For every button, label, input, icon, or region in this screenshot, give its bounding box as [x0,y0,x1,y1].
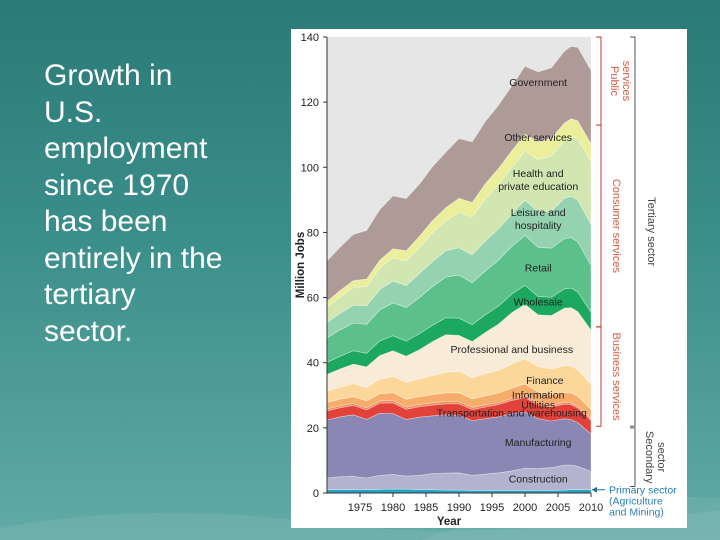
series-label-leisure-and: Leisure and [511,207,566,219]
series-label-construction: Construction [509,474,568,486]
series-label-other-services: Other services [504,132,572,144]
secondary-sector-label: sector [655,442,667,472]
x-axis-title: Year [437,516,462,528]
x-tick-label: 1985 [414,502,438,514]
y-axis-title: Million Jobs [295,232,307,298]
area-series-group [326,46,592,494]
series-label-group: Government Other services Health andprivat… [437,77,587,486]
y-tick-label: 40 [307,358,319,370]
public-services-label: Public [608,66,620,96]
series-label-information: Information [512,390,565,402]
chart-panel: Government Other services Health and privat… [291,29,687,528]
series-label-finance: Finance [526,375,564,387]
series-label-transportation-and-warehousing: Transportation and warehousing [437,407,587,419]
x-tick-label: 1980 [381,502,405,514]
x-tick-label: 2005 [546,502,570,514]
y-tick-label: 0 [313,488,319,500]
sector-brackets: Public services Consumer services Business … [592,36,677,519]
y-tick-label: 80 [307,227,319,239]
x-tick-label: 1990 [447,502,471,514]
series-label-health-and: Health and [513,168,564,180]
series-label-hospitality: hospitality [515,220,562,232]
public-services-label: services [620,61,632,102]
decorative-wave [0,496,720,540]
consumer-services-label: Consumer services [610,179,622,274]
x-tick-label: 1975 [348,502,372,514]
consumer-services-bracket [596,124,602,328]
employment-area-chart: Government Other services Health andprivat… [295,32,677,528]
secondary-sector-label: Secondary [643,431,655,484]
primary-sector-label: (Agriculture [609,496,663,508]
tertiary-sector-label: Tertiary sector [645,197,657,266]
business-services-bracket [596,326,602,427]
y-tick-label: 20 [307,423,319,435]
series-label-private-education: private education [498,181,578,193]
y-tick-label: 100 [301,162,319,174]
x-tick-label: 2000 [513,502,537,514]
series-area-government [326,46,592,303]
series-label-wholesale: Wholesale [514,297,563,309]
business-services-label: Business services [610,333,622,422]
tertiary-sector-bracket [630,36,636,427]
series-label-government: Government [509,77,567,89]
series-label-retail: Retail [525,263,552,275]
series-label-utilities: Utilities [521,399,555,411]
series-label-manufacturing: Manufacturing [505,437,572,449]
primary-sector-arrowhead [592,486,597,493]
series-label-professional-and-business: Professional and business [451,344,574,356]
slide-text: Growth in U.S. employment since 1970 has… [44,59,223,348]
y-tick-label: 140 [301,32,319,44]
public-services-bracket [596,36,602,126]
y-tick-label: 60 [307,293,319,305]
primary-sector-label: Primary sector [609,485,677,497]
x-tick-label: 2010 [579,502,603,514]
x-tick-label: 1995 [480,502,504,514]
y-tick-label: 120 [301,97,319,109]
secondary-sector-bracket [630,427,636,487]
axes: 0 20 40 60 80 100 120 140 1975 1980 1985 1990 1995 20… [295,32,603,528]
primary-sector-label: and Mining) [609,507,664,519]
